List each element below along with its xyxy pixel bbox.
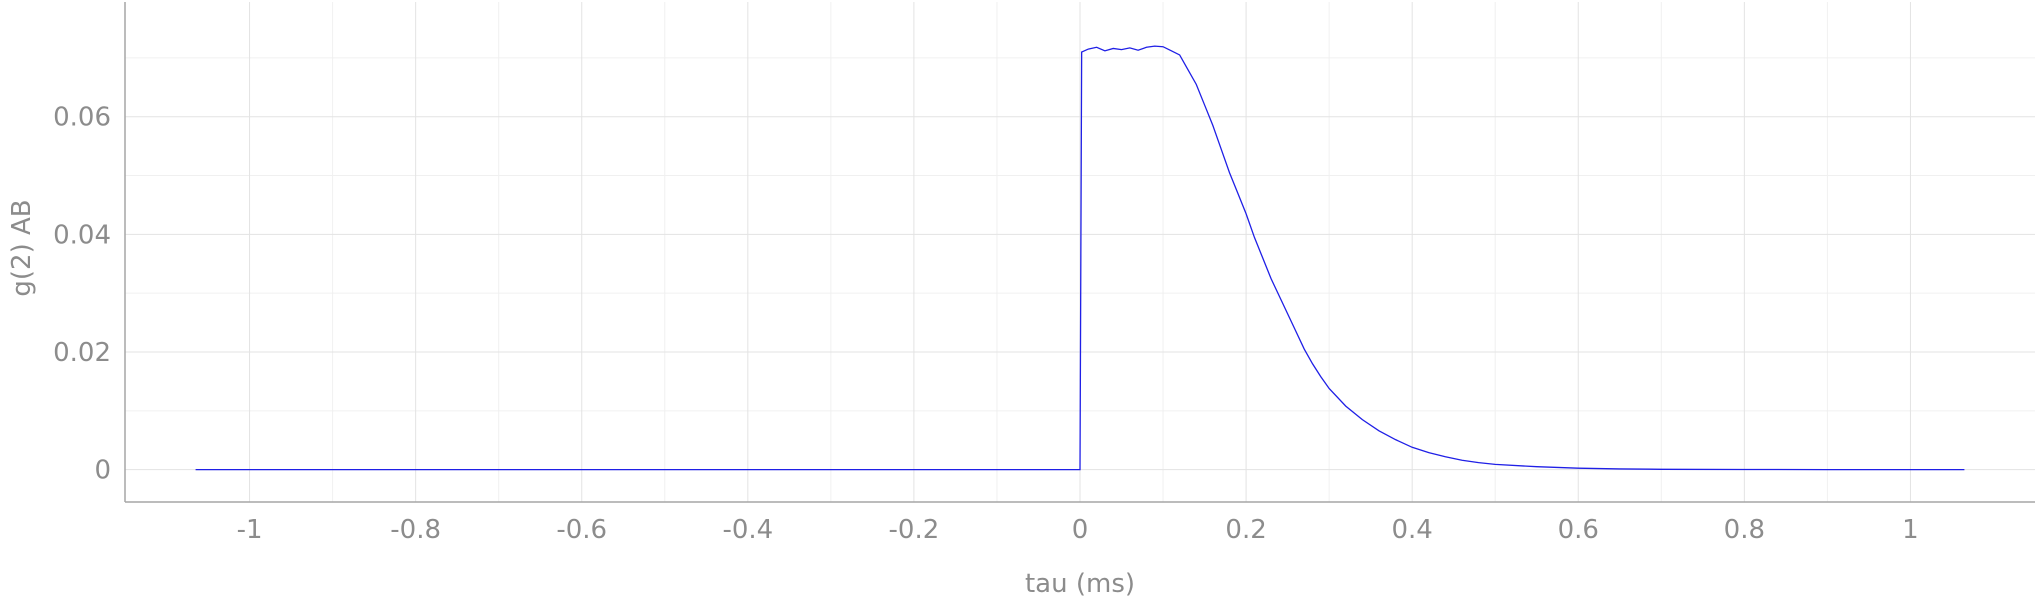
x-tick-label: 0 [1072, 515, 1089, 545]
y-tick-label: 0.06 [53, 103, 111, 133]
series-line-0 [195, 45, 1965, 471]
axes-layer [124, 2, 2035, 503]
series-layer [195, 45, 1965, 471]
tick-labels: -1 -0.8 -0.6 -0.4 -0.2 0 0.2 0.4 0.6 0.8 1 0 0.02 0.0… [53, 103, 1919, 545]
x-tick-label: -0.6 [556, 515, 607, 545]
x-tick-label: 1 [1902, 515, 1919, 545]
y-tick-label: 0.04 [53, 220, 111, 250]
y-tick-label: 0.02 [53, 338, 111, 368]
y-axis-title: g(2) AB [7, 199, 37, 296]
x-tick-label: 0.4 [1391, 515, 1432, 545]
x-axis-title: tau (ms) [1025, 569, 1135, 599]
x-tick-label: -0.4 [722, 515, 773, 545]
grid-layer [125, 2, 2035, 502]
x-tick-label: 0.6 [1558, 515, 1599, 545]
x-tick-label: 0.2 [1225, 515, 1266, 545]
y-tick-label: 0 [94, 456, 111, 486]
x-tick-label: 0.8 [1724, 515, 1765, 545]
x-tick-label: -1 [237, 515, 263, 545]
x-tick-label: -0.8 [390, 515, 441, 545]
x-tick-label: -0.2 [889, 515, 940, 545]
